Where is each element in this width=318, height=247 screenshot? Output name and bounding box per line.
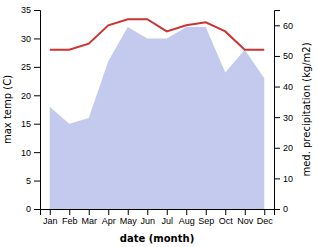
tick-label: 60 <box>283 21 293 31</box>
tick-mark <box>274 117 280 118</box>
tick: 30 <box>21 34 40 44</box>
tick-mark <box>274 148 280 149</box>
tick-label: Feb <box>62 216 78 226</box>
tick: Mar <box>82 209 98 226</box>
tick-mark <box>50 209 51 215</box>
x-axis-title: date (month) <box>120 233 194 244</box>
tick-label: Dec <box>257 216 274 226</box>
tick-label: 30 <box>283 113 293 123</box>
tick: 20 <box>274 143 293 153</box>
axis-line <box>41 210 275 216</box>
y-axis: 0 5 10 15 20 25 30 35 <box>21 5 41 214</box>
tick: Jun <box>140 209 155 226</box>
line <box>50 19 265 50</box>
tick-label: 10 <box>283 174 293 184</box>
tick-label: Oct <box>219 216 234 226</box>
y2-axis: 0 10 20 30 40 50 60 <box>274 11 293 215</box>
tick-label: 10 <box>21 148 31 158</box>
tick-mark <box>34 67 40 68</box>
tick: 60 <box>274 21 293 31</box>
tick-mark <box>34 181 40 182</box>
tick: 30 <box>274 113 293 123</box>
tick-mark <box>128 209 129 215</box>
axis-line <box>275 11 281 210</box>
tick: Feb <box>62 209 78 226</box>
tick-mark <box>225 209 226 215</box>
tick: 50 <box>274 51 293 61</box>
tick-label: 20 <box>21 91 31 101</box>
tick: 25 <box>21 62 40 72</box>
tick: Sep <box>198 209 214 226</box>
tick-label: 5 <box>26 176 31 186</box>
tick-mark <box>34 10 40 11</box>
tick-label: 30 <box>21 34 31 44</box>
tick-mark <box>264 209 265 215</box>
tick: 10 <box>21 148 40 158</box>
tick-mark <box>167 209 168 215</box>
plot: Jan Feb Mar Apr MayJun Jul AugSep OctNovDec 0 5 10… <box>21 5 293 226</box>
tick-label: 0 <box>283 204 288 214</box>
chart: Jan Feb Mar Apr MayJun Jul AugSep OctNovDec 0 5 10… <box>0 0 318 247</box>
tick-label: May <box>120 216 138 226</box>
y2-axis-title: med. precipitation (kg/m2) <box>301 42 312 176</box>
area <box>50 27 265 209</box>
tick-label: Aug <box>179 216 195 226</box>
tick-label: 50 <box>283 51 293 61</box>
tick-mark <box>274 25 280 26</box>
tick-mark <box>147 209 148 215</box>
tick-mark <box>274 178 280 179</box>
x-axis: Jan Feb Mar Apr MayJun Jul AugSep OctNovDec <box>41 209 275 226</box>
tick-mark <box>274 209 280 210</box>
tick-label: 0 <box>26 204 31 214</box>
tick-mark <box>245 209 246 215</box>
tick-mark <box>34 38 40 39</box>
tick-label: 15 <box>21 119 31 129</box>
tick-mark <box>274 87 280 88</box>
tick: Jan <box>43 209 58 226</box>
tick-mark <box>186 209 187 215</box>
tick-mark <box>34 209 40 210</box>
tick: Jul <box>161 209 173 226</box>
tick-label: 20 <box>283 143 293 153</box>
tick: Nov <box>237 209 254 226</box>
tick-mark <box>34 95 40 96</box>
tick-label: 25 <box>21 62 31 72</box>
y-axis-title: max temp (C) <box>2 75 13 144</box>
tick: 0 <box>274 204 288 214</box>
tick-label: 35 <box>21 5 31 15</box>
tick-label: Sep <box>198 216 214 226</box>
tick: Aug <box>179 209 195 226</box>
tick-mark <box>34 152 40 153</box>
tick-label: Jul <box>161 216 173 226</box>
tick-mark <box>69 209 70 215</box>
tick-mark <box>89 209 90 215</box>
tick: 40 <box>274 82 293 92</box>
tick-label: Mar <box>82 216 98 226</box>
tick-label: Nov <box>237 216 254 226</box>
tick-label: Jun <box>140 216 155 226</box>
tick-mark <box>274 56 280 57</box>
tick: Apr <box>102 209 116 226</box>
tick-label: Apr <box>102 216 116 226</box>
tick: 0 <box>26 204 40 214</box>
marks <box>50 19 265 209</box>
tick-label: 40 <box>283 82 293 92</box>
tick: 5 <box>26 176 40 186</box>
tick-mark <box>206 209 207 215</box>
tick: 35 <box>21 5 40 15</box>
tick: May <box>120 209 138 226</box>
tick-mark <box>34 124 40 125</box>
tick: 15 <box>21 119 40 129</box>
tick-mark <box>108 209 109 215</box>
tick: 20 <box>21 91 40 101</box>
axis-line <box>34 11 41 210</box>
tick: Dec <box>257 209 274 226</box>
tick-label: Jan <box>43 216 58 226</box>
tick: 10 <box>274 174 293 184</box>
tick: Oct <box>219 209 234 226</box>
